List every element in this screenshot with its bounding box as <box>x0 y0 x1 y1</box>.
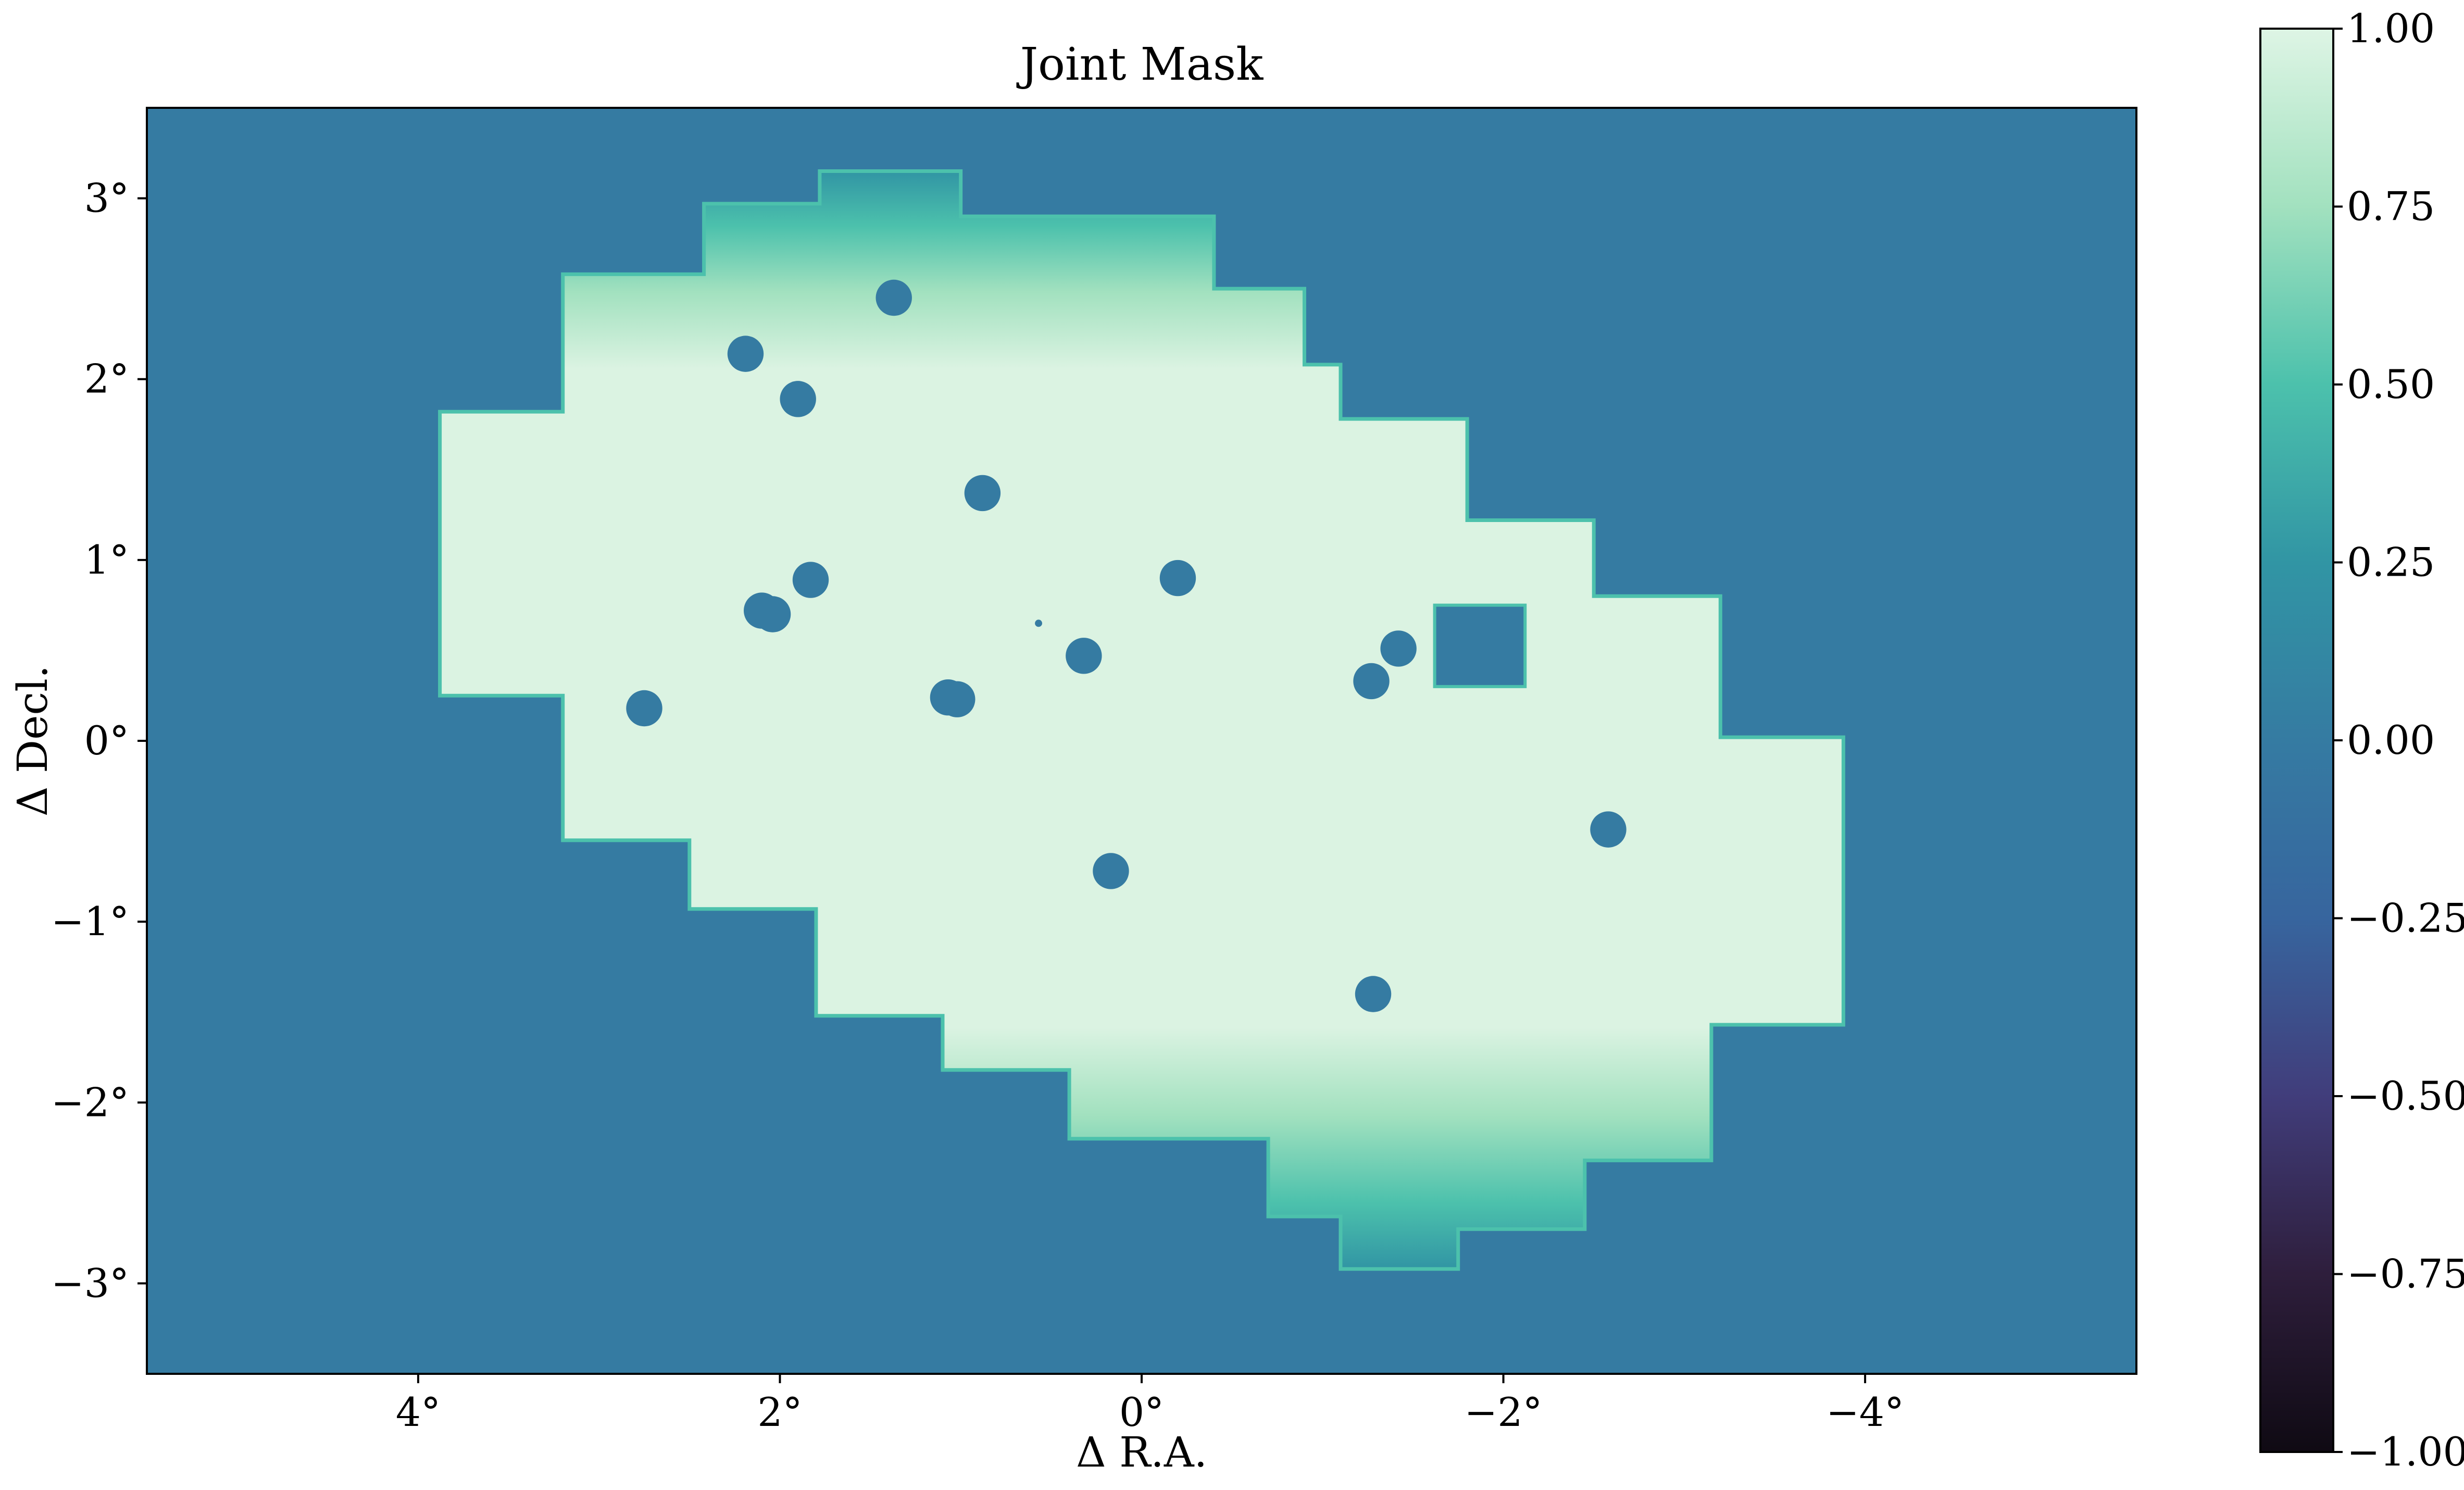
masked-hole-12 <box>1380 630 1417 667</box>
chart-title: Joint Mask <box>1016 39 1264 91</box>
y-axis-ticks: 3° 2° 1° 0° −1° −2° −3° <box>51 175 147 1306</box>
colorbar-tick-label: −0.25 <box>2347 895 2464 941</box>
y-tick-label: 3° <box>84 175 129 221</box>
plot-area <box>147 108 2136 1374</box>
masked-rectangle-0 <box>1433 603 1527 688</box>
masked-hole-11 <box>626 690 662 727</box>
masked-hole-10 <box>930 679 967 716</box>
masked-hole-8 <box>1066 638 1102 674</box>
mask-region <box>438 169 1845 1271</box>
x-tick-label: 0° <box>1119 1389 1164 1435</box>
colorbar-tick-label: 0.00 <box>2347 717 2435 763</box>
colorbar-tick-label: −0.50 <box>2347 1073 2464 1119</box>
x-tick-label: −4° <box>1826 1389 1904 1435</box>
x-axis-label: Δ R.A. <box>1076 1428 1207 1476</box>
x-tick-label: −2° <box>1465 1389 1543 1435</box>
y-tick-label: −2° <box>51 1079 129 1125</box>
masked-hole-6 <box>754 596 791 632</box>
y-tick-label: 1° <box>84 537 129 583</box>
colorbar-tick-label: −0.75 <box>2347 1251 2464 1297</box>
colorbar-tick-label: 0.75 <box>2347 183 2435 230</box>
colorbar-tick-label: −1.00 <box>2347 1429 2464 1475</box>
y-tick-label: 0° <box>84 717 129 764</box>
masked-hole-0 <box>875 279 912 316</box>
colorbar-fill <box>2260 29 2333 1452</box>
y-tick-label: −3° <box>51 1260 129 1306</box>
colorbar: 1.00 0.75 0.50 0.25 0.00 −0.25 −0.50 −0.75 −1.00 <box>2259 5 2464 1475</box>
masked-hole-14 <box>1590 811 1627 848</box>
masked-holes <box>626 279 1627 1012</box>
colorbar-tick-label: 0.50 <box>2347 361 2435 407</box>
masked-hole-7 <box>1159 560 1196 597</box>
masked-hole-13 <box>1353 663 1390 700</box>
masked-hole-3 <box>964 475 1001 512</box>
y-tick-label: 2° <box>84 356 129 402</box>
colorbar-tick-label: 0.25 <box>2347 539 2435 586</box>
x-tick-label: 2° <box>757 1389 802 1435</box>
masked-hole-15 <box>1093 853 1129 889</box>
masked-hole-1 <box>727 336 764 372</box>
y-axis-label: Δ Decl. <box>8 665 57 817</box>
colorbar-ticks: 1.00 0.75 0.50 0.25 0.00 −0.25 −0.50 −0.75 −1.00 <box>2333 5 2464 1475</box>
masked-hole-4 <box>792 562 829 598</box>
y-tick-label: −1° <box>51 898 129 945</box>
colorbar-tick-label: 1.00 <box>2347 5 2435 52</box>
x-axis-ticks: 4° 2° 0° −2° −4° <box>396 1374 1904 1435</box>
masked-hole-2 <box>780 381 816 417</box>
masked-hole-17 <box>1035 619 1042 627</box>
x-tick-label: 4° <box>396 1389 441 1435</box>
masked-hole-16 <box>1355 976 1392 1012</box>
